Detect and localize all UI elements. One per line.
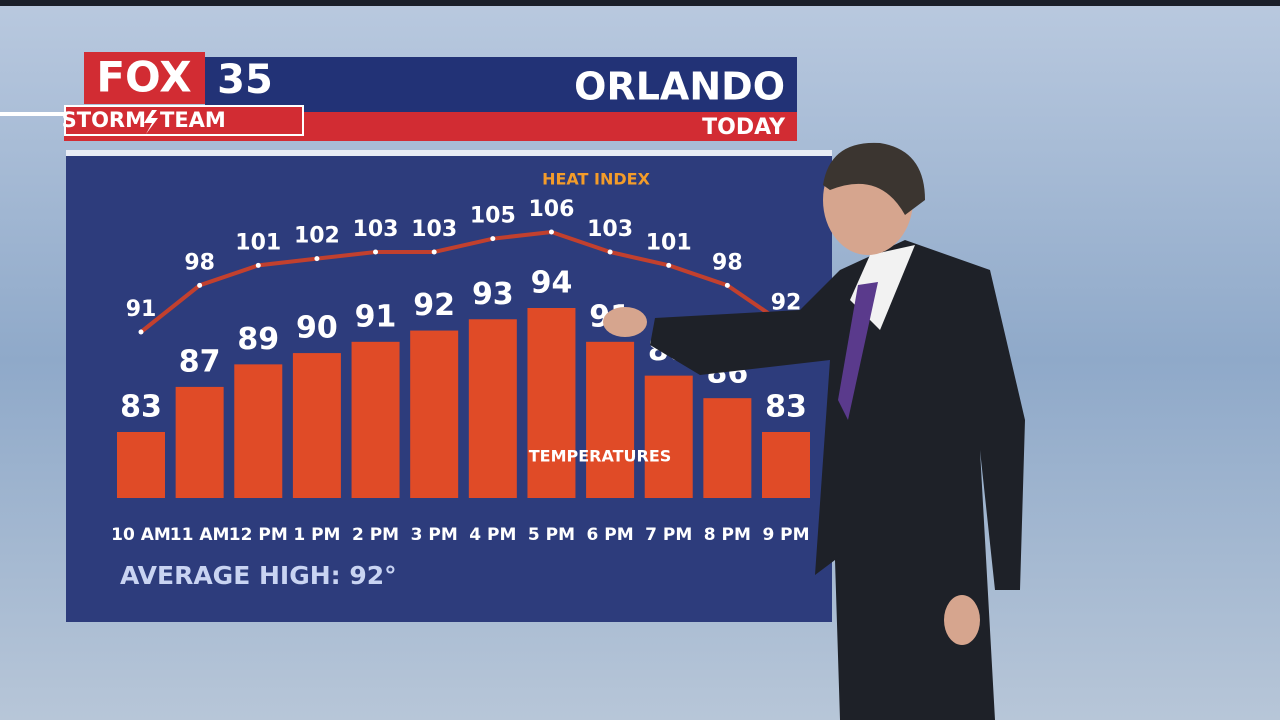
x-tick-label: 10 AM bbox=[111, 525, 171, 545]
series-label: TEMPERATURES bbox=[529, 447, 672, 466]
x-tick-label: 9 PM bbox=[762, 525, 809, 545]
logo-network: FOX bbox=[96, 53, 191, 102]
x-tick-label: 11 AM bbox=[170, 525, 230, 545]
x-tick-label: 1 PM bbox=[293, 525, 340, 545]
bar bbox=[703, 398, 752, 498]
bar bbox=[527, 308, 576, 498]
value-label: 101 bbox=[235, 230, 281, 255]
x-tick-label: 4 PM bbox=[469, 525, 516, 545]
suit bbox=[650, 240, 1025, 720]
point bbox=[666, 262, 672, 268]
x-tick-label: 3 PM bbox=[411, 525, 458, 545]
logo-channel: 35 bbox=[217, 57, 273, 103]
header-bar bbox=[205, 57, 797, 112]
value-label: 83 bbox=[765, 390, 807, 425]
bar bbox=[234, 364, 283, 498]
top-edge bbox=[0, 0, 1280, 6]
value-label: 102 bbox=[294, 224, 340, 249]
point bbox=[138, 329, 144, 335]
bar bbox=[762, 432, 810, 498]
chart-subtitle: TODAY bbox=[702, 115, 786, 140]
panel-top bbox=[66, 150, 832, 156]
value-label: 98 bbox=[712, 250, 743, 275]
series-label: HEAT INDEX bbox=[542, 170, 651, 189]
value-label: 106 bbox=[528, 197, 574, 222]
value-label: 98 bbox=[184, 250, 215, 275]
annotation: AVERAGE HIGH: 92° bbox=[120, 561, 397, 590]
value-label: 90 bbox=[296, 311, 338, 346]
bar bbox=[351, 341, 400, 498]
point bbox=[255, 262, 261, 268]
point bbox=[314, 256, 320, 262]
value-label: 83 bbox=[120, 390, 162, 425]
point bbox=[431, 249, 437, 255]
point bbox=[490, 236, 496, 242]
bolt bbox=[144, 110, 158, 134]
point bbox=[373, 249, 379, 255]
point bbox=[548, 229, 554, 235]
point bbox=[607, 249, 613, 255]
hand bbox=[603, 307, 647, 337]
x-tick-label: 12 PM bbox=[229, 525, 288, 545]
value-label: 105 bbox=[470, 204, 516, 229]
bar bbox=[468, 319, 517, 498]
bar bbox=[292, 353, 341, 498]
x-tick-label: 8 PM bbox=[704, 525, 751, 545]
value-label: 93 bbox=[472, 277, 514, 312]
value-label: 91 bbox=[355, 299, 397, 334]
point bbox=[724, 282, 730, 288]
x-tick-label: 7 PM bbox=[645, 525, 692, 545]
value-label: 91 bbox=[126, 297, 157, 322]
point bbox=[197, 282, 203, 288]
value-label: 94 bbox=[531, 266, 573, 301]
value-label: 87 bbox=[179, 344, 221, 379]
line bbox=[139, 229, 788, 334]
value-label: 103 bbox=[411, 217, 457, 242]
bar bbox=[175, 386, 224, 498]
value-label: 101 bbox=[646, 230, 692, 255]
team-left: STORM bbox=[62, 108, 146, 132]
tie bbox=[838, 282, 878, 420]
value-label: 92 bbox=[413, 288, 455, 323]
x-tick-label: 6 PM bbox=[587, 525, 634, 545]
team-right: TEAM bbox=[160, 108, 226, 132]
team-box bbox=[64, 105, 304, 136]
bar bbox=[644, 375, 693, 498]
x-tick-label: 2 PM bbox=[352, 525, 399, 545]
chart-title: ORLANDO bbox=[574, 65, 785, 109]
value-label: 89 bbox=[237, 322, 279, 357]
hand bbox=[944, 595, 980, 645]
x-tick-label: 5 PM bbox=[528, 525, 575, 545]
presenter bbox=[603, 142, 1025, 720]
bar bbox=[117, 432, 165, 498]
logo-box bbox=[84, 52, 205, 104]
hair bbox=[823, 142, 925, 215]
bar bbox=[410, 330, 459, 498]
bar bbox=[586, 341, 635, 498]
value-label: 103 bbox=[587, 217, 633, 242]
value-label: 103 bbox=[353, 217, 399, 242]
